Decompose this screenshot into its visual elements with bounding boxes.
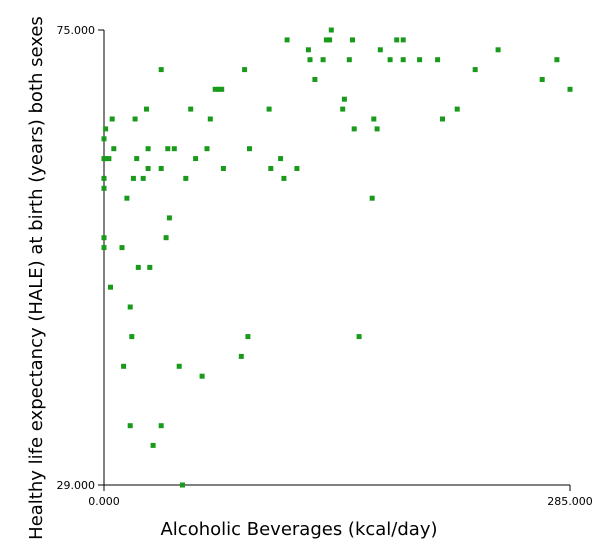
- data-point: [188, 106, 194, 112]
- data-point: [150, 442, 156, 448]
- data-point: [106, 156, 112, 162]
- data-point: [346, 57, 352, 63]
- data-point: [387, 57, 393, 63]
- data-point: [176, 363, 182, 369]
- data-point: [204, 146, 210, 152]
- data-point: [327, 37, 333, 43]
- axes: [98, 29, 571, 491]
- data-point: [281, 175, 287, 181]
- data-point: [158, 67, 164, 73]
- data-point: [134, 156, 140, 162]
- data-point: [193, 156, 199, 162]
- data-point: [219, 86, 225, 92]
- y-tick-label-bottom: 29.000: [57, 479, 96, 492]
- data-point: [145, 166, 151, 171]
- data-point: [350, 37, 355, 43]
- data-point: [268, 166, 274, 171]
- data-point: [307, 57, 313, 63]
- data-point: [129, 334, 135, 340]
- data-point: [171, 146, 177, 152]
- y-tick-label-top: 75.000: [57, 24, 96, 37]
- data-point: [109, 116, 115, 122]
- data-point: [132, 116, 138, 122]
- y-axis-title: Healthy life expectancy (HALE) at birth …: [26, 16, 47, 540]
- data-point: [103, 156, 109, 162]
- data-point: [101, 235, 107, 241]
- data-point: [417, 57, 423, 63]
- data-point: [166, 215, 172, 221]
- data-point: [103, 126, 109, 132]
- x-tick-label-left: 0.000: [88, 495, 120, 508]
- x-axis-title: Alcoholic Beverages (kcal/day): [160, 519, 437, 540]
- data-point: [145, 146, 151, 152]
- data-point: [567, 86, 573, 92]
- data-point: [394, 37, 400, 43]
- data-point: [127, 304, 133, 310]
- data-point: [207, 116, 213, 122]
- data-point: [247, 146, 252, 152]
- data-point: [101, 245, 107, 251]
- data-point: [377, 47, 383, 53]
- data-point: [454, 106, 460, 112]
- data-point: [374, 126, 380, 132]
- data-point: [472, 67, 478, 73]
- data-point: [163, 235, 169, 241]
- data-point: [340, 106, 346, 112]
- data-point: [101, 185, 107, 191]
- data-point: [199, 373, 205, 379]
- data-point: [111, 146, 117, 152]
- data-point: [328, 27, 334, 33]
- data-point: [144, 106, 149, 112]
- data-point: [121, 363, 127, 369]
- data-point: [435, 57, 441, 63]
- data-point: [495, 47, 501, 53]
- data-point: [266, 106, 272, 112]
- data-point: [305, 47, 311, 53]
- data-points: [101, 27, 573, 488]
- data-point: [212, 86, 218, 92]
- data-point: [400, 57, 406, 63]
- data-point: [119, 245, 125, 251]
- data-point: [108, 284, 113, 290]
- data-point: [245, 334, 251, 340]
- data-point: [400, 37, 406, 43]
- data-point: [351, 126, 357, 132]
- data-point: [220, 166, 226, 171]
- data-point: [284, 37, 290, 43]
- data-point: [369, 195, 375, 201]
- data-point: [101, 175, 107, 181]
- data-point: [320, 57, 326, 63]
- data-point: [539, 77, 545, 82]
- data-point: [101, 136, 107, 142]
- data-point: [130, 175, 136, 181]
- data-point: [216, 86, 221, 92]
- data-point: [341, 96, 347, 102]
- data-point: [356, 334, 362, 340]
- data-point: [158, 423, 164, 429]
- data-point: [323, 37, 329, 43]
- data-point: [135, 264, 141, 270]
- data-point: [278, 156, 284, 162]
- data-point: [371, 116, 377, 122]
- data-point: [158, 166, 164, 171]
- data-point: [554, 57, 560, 63]
- data-point: [180, 482, 185, 488]
- data-point: [238, 353, 244, 359]
- data-point: [140, 175, 146, 181]
- data-point: [294, 166, 300, 171]
- data-point: [183, 175, 189, 181]
- data-point: [127, 423, 133, 429]
- x-tick-label-right: 285.000: [547, 495, 593, 508]
- data-point: [242, 67, 248, 73]
- data-point: [147, 264, 153, 270]
- data-point: [440, 116, 445, 122]
- data-point: [312, 77, 318, 82]
- data-point: [124, 195, 130, 201]
- data-point: [165, 146, 171, 152]
